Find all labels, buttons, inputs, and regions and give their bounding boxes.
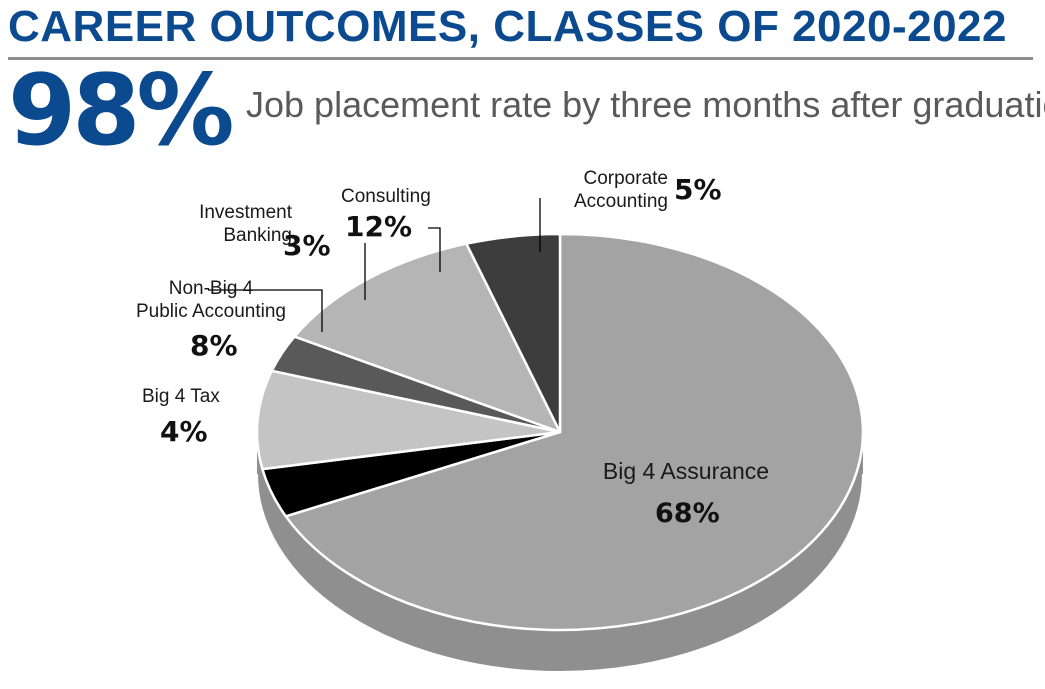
slice-pct-big4-assurance: 68%	[655, 498, 720, 529]
slice-label-non-big4-line1: Non-Big 4	[168, 278, 254, 299]
leader-line-non-big4	[208, 289, 323, 332]
slice-label-corporate-accounting-line2: Accounting	[573, 190, 668, 212]
slice-label-investment-banking: Investment Banking	[168, 202, 292, 248]
slice-label-big4-assurance: Big 4 Assurance	[598, 458, 774, 486]
pie-slice-big4-assurance	[284, 232, 865, 632]
leader-line-consulting	[428, 227, 441, 272]
slice-label-non-big4-line2: Public Accounting	[136, 300, 286, 322]
slice-pct-big4-tax: 4%	[160, 415, 208, 448]
slice-label-consulting-line1: Consulting	[341, 186, 431, 207]
slice-label-corporate-accounting-line1: Corporate	[583, 168, 669, 189]
slice-label-non-big4: Non-Big 4 Public Accounting	[122, 278, 300, 324]
placement-rate-value: 98%	[8, 54, 235, 168]
pie-slice-consulting	[293, 242, 562, 434]
pie-slice-non-big4	[255, 369, 562, 471]
slice-pct-consulting: 12%	[345, 210, 413, 243]
slice-label-big4-assurance-line1: Big 4 Assurance	[602, 458, 770, 484]
slice-label-investment-banking-line1: Investment	[199, 202, 292, 223]
slice-pct-investment-banking: 3%	[283, 229, 331, 262]
slice-pct-corporate-accounting: 5%	[674, 173, 722, 206]
slice-pct-non-big4: 8%	[190, 329, 238, 362]
placement-rate-caption: Job placement rate by three months after…	[246, 84, 1045, 125]
slice-label-big4-tax-line1: Big 4 Tax	[142, 386, 220, 407]
slice-label-investment-banking-line2: Banking	[223, 224, 292, 246]
slice-label-consulting: Consulting	[341, 186, 431, 209]
slice-label-big4-tax: Big 4 Tax	[142, 386, 220, 409]
title-divider	[8, 57, 1033, 60]
pie-slice-corporate-accounting	[465, 232, 562, 434]
chart-title: CAREER OUTCOMES, CLASSES OF 2020-2022	[8, 2, 1007, 51]
slice-label-corporate-accounting: Corporate Accounting	[548, 168, 668, 214]
pie-side-rim	[256, 473, 864, 673]
pie-side-body	[257, 432, 863, 672]
